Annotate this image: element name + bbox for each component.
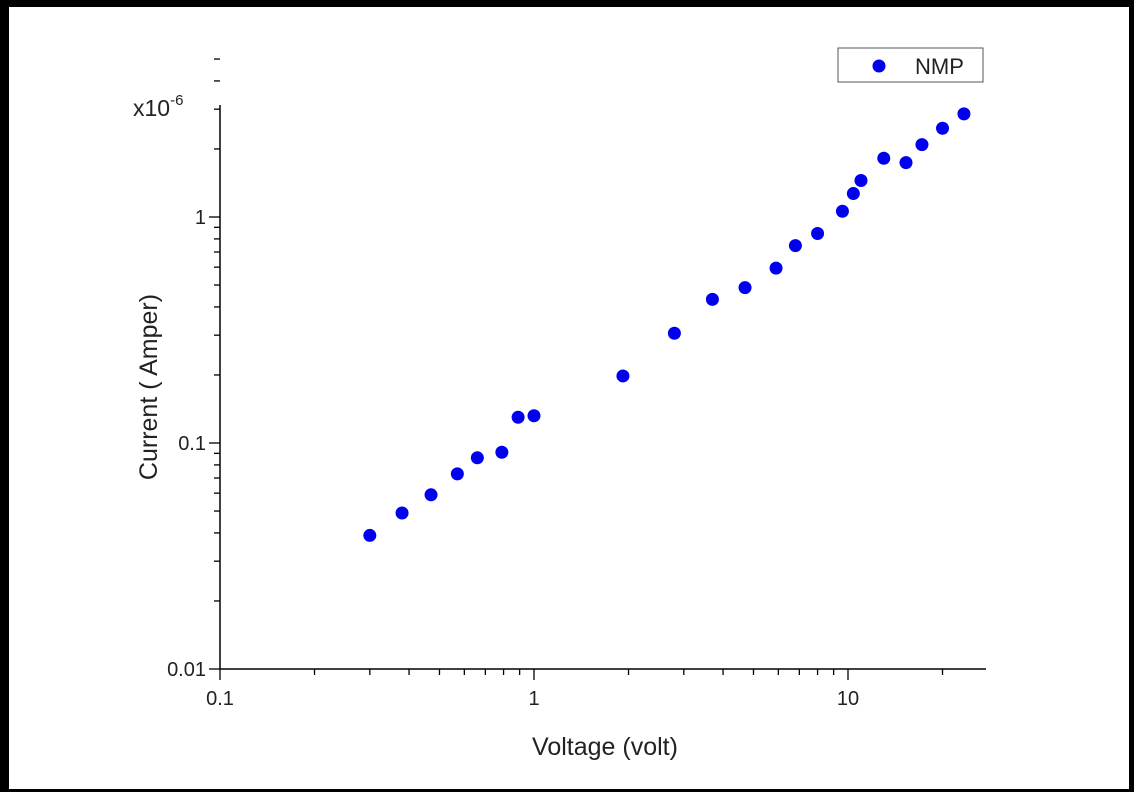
legend-marker [872, 59, 886, 73]
data-point [854, 174, 868, 188]
data-point [835, 204, 849, 218]
x-tick-label: 1 [528, 688, 539, 710]
labels: Voltage (volt) Current ( Amper) x10-6 [133, 92, 678, 761]
data-point [846, 187, 860, 201]
data-point [877, 151, 891, 165]
data-point [769, 261, 783, 275]
x-tick-label: 0.1 [206, 688, 234, 710]
data-point [424, 488, 438, 502]
data-point [915, 138, 929, 152]
data-point [450, 467, 464, 481]
data-point [788, 239, 802, 253]
data-point [527, 409, 541, 423]
data-point [811, 227, 825, 241]
y-tick-label: 0.1 [178, 433, 206, 455]
data-point [899, 156, 913, 170]
data-points [363, 107, 971, 542]
ticks: 0.1 1 100.010.11 [167, 58, 944, 710]
data-point [957, 107, 971, 121]
y-multiplier-label: x10-6 [133, 92, 183, 121]
y-axis-title: Current ( Amper) [135, 294, 163, 480]
legend-label-nmp: NMP [915, 54, 964, 79]
legend: NMP [837, 47, 984, 83]
data-point [395, 506, 409, 520]
data-point [616, 369, 630, 383]
data-point [495, 445, 509, 459]
data-point [936, 121, 950, 135]
data-point [667, 326, 681, 340]
chart-svg: 0.1 1 100.010.11 Voltage (volt) Current ( … [133, 47, 986, 761]
x-axis-title: Voltage (volt) [532, 733, 678, 761]
axes [219, 105, 986, 670]
data-point [470, 451, 484, 465]
y-tick-label: 0.01 [167, 659, 206, 681]
data-point [363, 528, 377, 542]
data-point [738, 281, 752, 295]
data-point [705, 292, 719, 306]
y-tick-label: 1 [195, 207, 206, 229]
x-tick-label: 10 [837, 688, 859, 710]
data-point [511, 410, 525, 424]
legend-box [837, 47, 984, 83]
